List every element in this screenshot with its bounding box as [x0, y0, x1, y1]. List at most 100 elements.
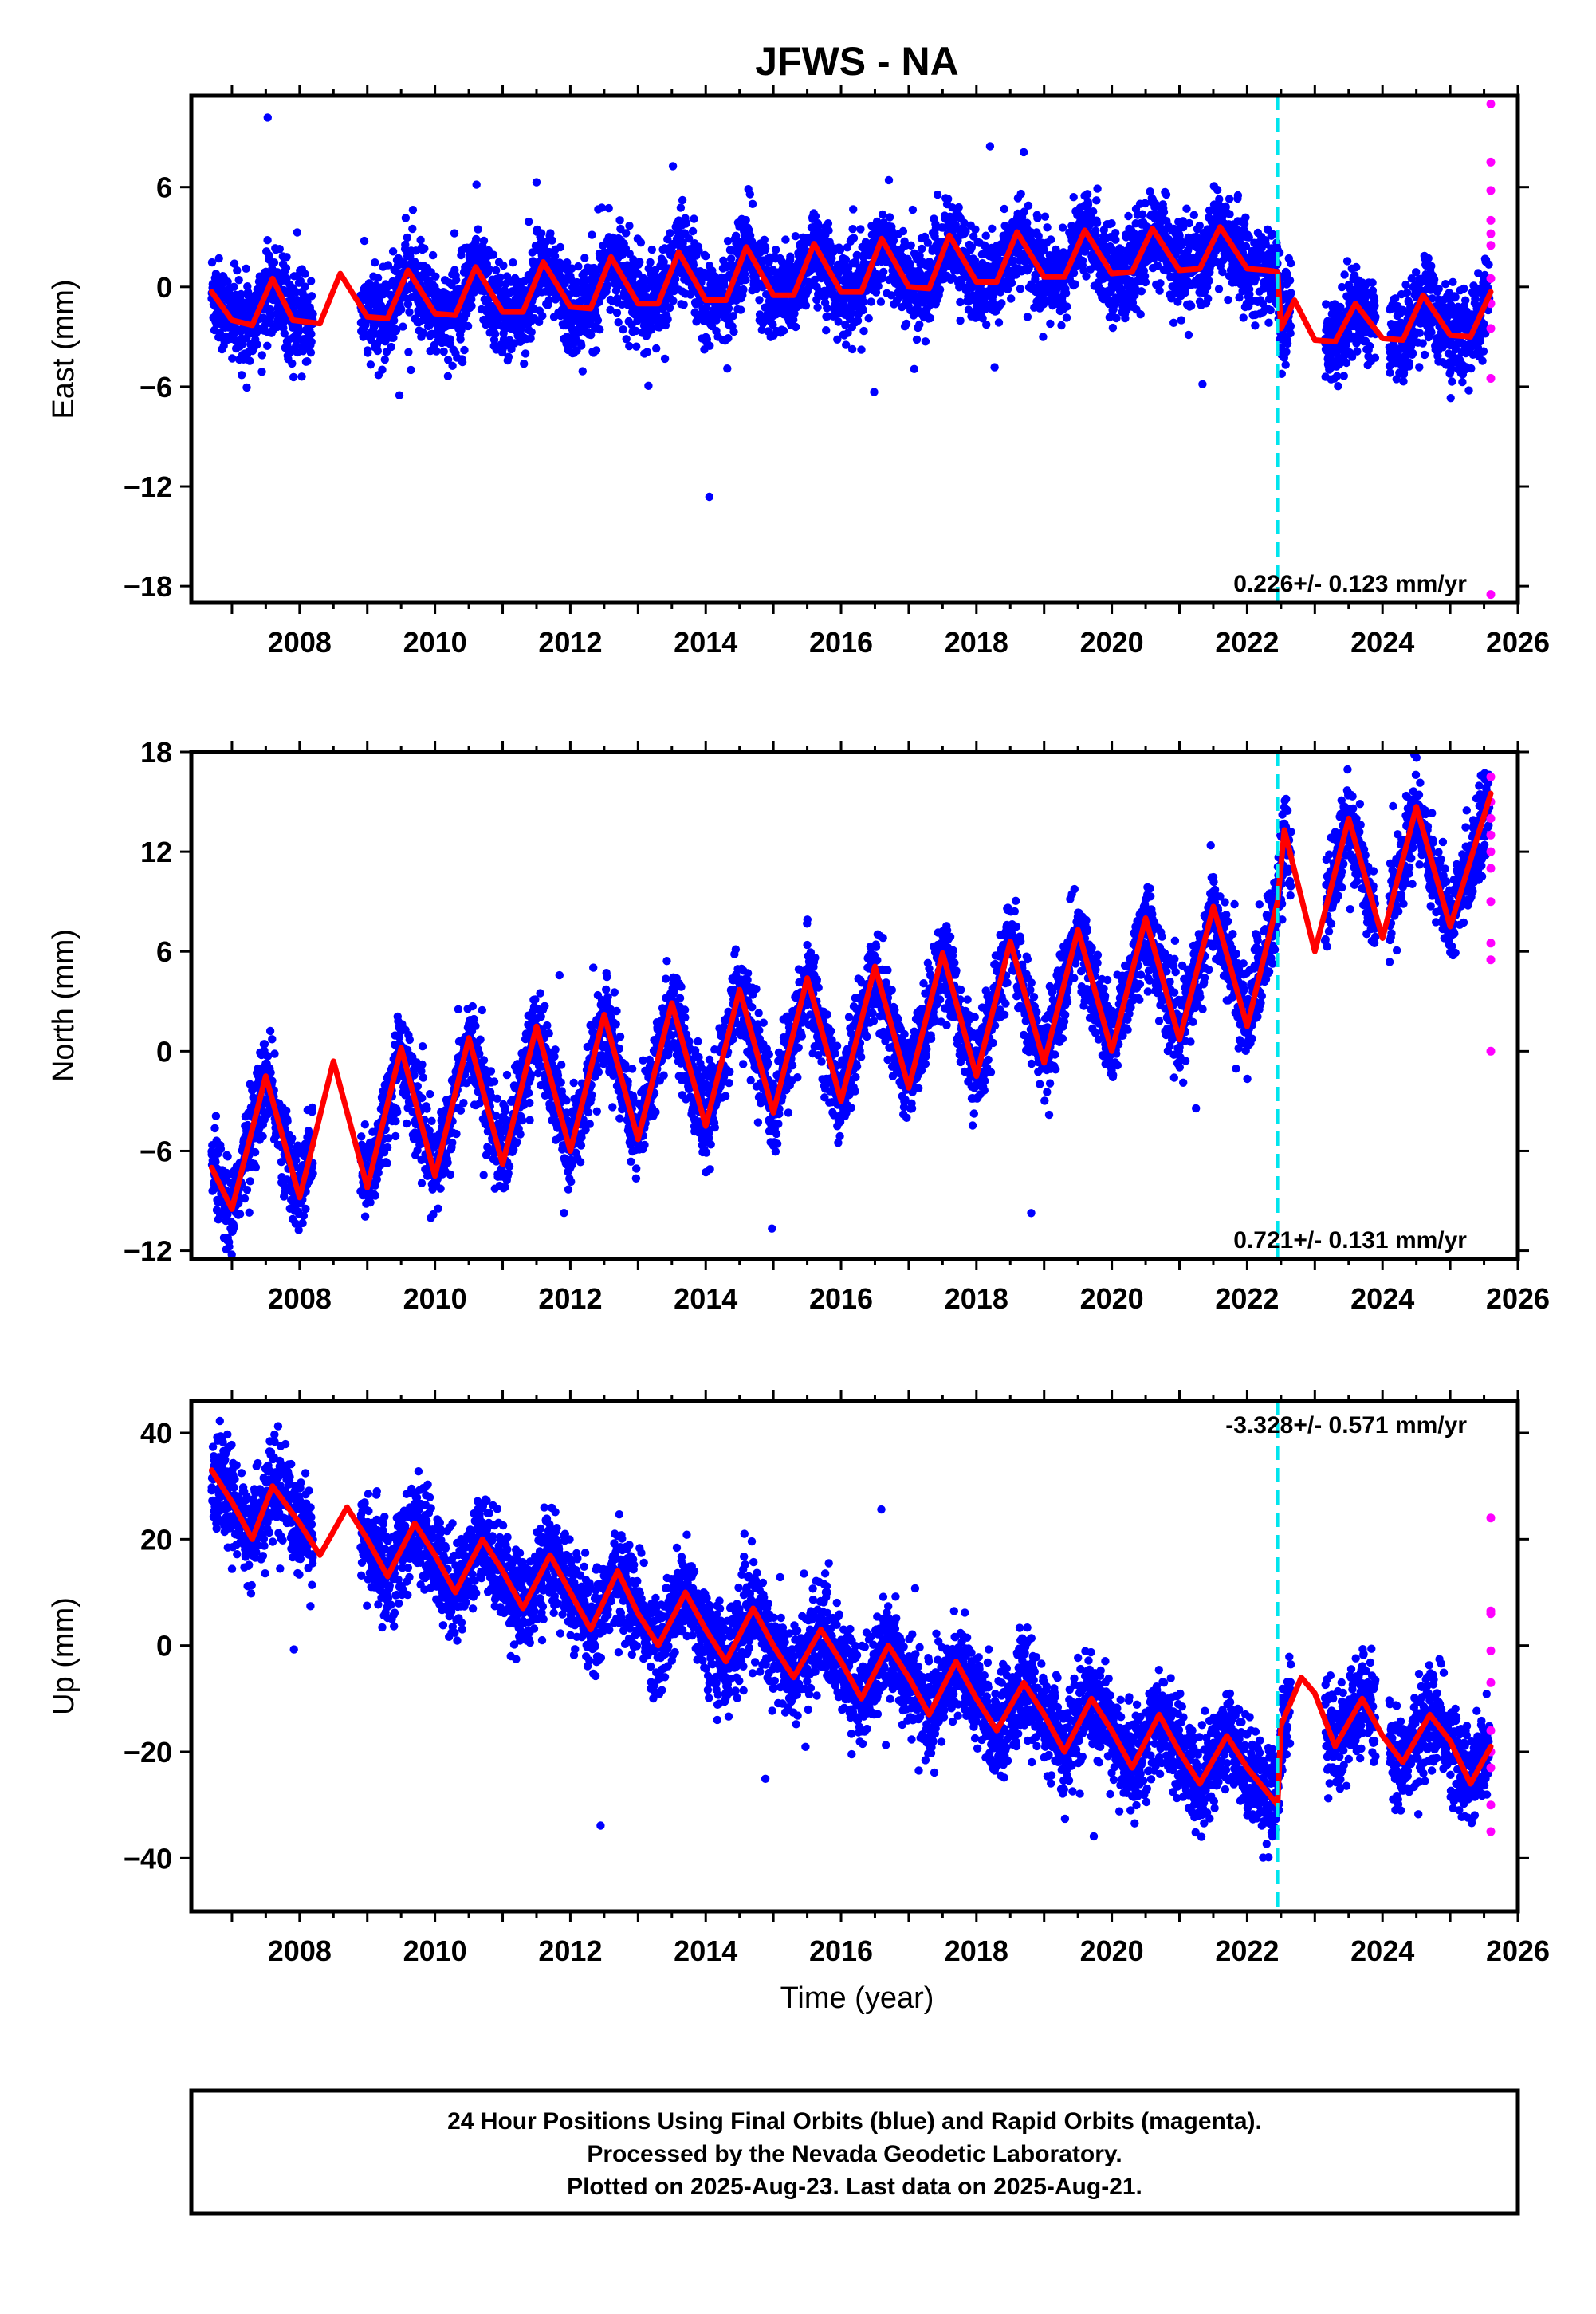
final-point	[301, 270, 309, 278]
final-point	[306, 348, 316, 357]
final-point	[990, 363, 999, 372]
final-point	[388, 247, 398, 256]
final-point	[1083, 200, 1093, 209]
final-point	[981, 231, 990, 240]
final-point	[1281, 360, 1290, 369]
final-point	[592, 346, 601, 355]
final-point	[289, 372, 298, 382]
final-point	[1082, 272, 1091, 281]
final-point	[971, 225, 980, 234]
final-point	[847, 344, 857, 354]
final-point	[535, 317, 544, 326]
final-point	[307, 329, 316, 339]
final-point	[275, 245, 284, 254]
final-point	[732, 231, 741, 240]
final-point	[294, 328, 303, 336]
final-point	[1224, 295, 1232, 305]
final-point	[380, 355, 389, 364]
final-point	[781, 235, 790, 244]
final-point	[678, 195, 687, 205]
final-point	[1092, 218, 1102, 227]
final-point	[458, 357, 467, 367]
final-point	[847, 309, 855, 318]
final-point	[1286, 321, 1295, 331]
final-point	[1287, 258, 1295, 268]
final-point	[404, 348, 413, 356]
final-point	[625, 341, 634, 351]
final-point	[1136, 310, 1145, 319]
final-point	[1155, 286, 1164, 295]
final-point	[878, 210, 887, 219]
final-point	[935, 285, 945, 294]
final-point	[448, 361, 457, 370]
final-point	[1287, 289, 1295, 297]
final-point	[902, 319, 911, 329]
final-point	[1241, 213, 1250, 222]
final-point	[1024, 201, 1033, 210]
final-point	[801, 301, 811, 310]
final-point	[1093, 184, 1102, 193]
final-point	[823, 304, 831, 313]
final-point	[288, 359, 297, 368]
final-point	[1089, 207, 1098, 216]
final-point	[710, 272, 719, 281]
final-point	[1078, 256, 1087, 266]
final-point	[577, 341, 586, 350]
final-point	[544, 296, 553, 305]
final-point	[588, 230, 596, 239]
final-point	[389, 333, 398, 342]
final-point	[263, 341, 272, 350]
final-point	[898, 226, 908, 236]
final-point	[1124, 211, 1133, 221]
final-point	[1177, 316, 1186, 325]
final-point	[478, 246, 487, 255]
final-point	[1071, 280, 1079, 289]
final-point	[729, 312, 737, 321]
final-point	[1040, 212, 1050, 221]
final-point	[237, 289, 246, 299]
final-point	[1016, 189, 1025, 199]
final-point	[1225, 210, 1234, 218]
final-point	[849, 234, 859, 242]
final-point	[665, 303, 674, 313]
final-point	[719, 256, 728, 265]
final-point	[1334, 382, 1342, 391]
final-point	[263, 113, 272, 122]
final-point	[1039, 333, 1048, 341]
final-point	[659, 258, 668, 266]
final-point	[1184, 330, 1193, 340]
final-point	[230, 282, 238, 291]
final-point	[257, 351, 266, 360]
final-point	[849, 205, 858, 214]
final-point	[446, 335, 454, 344]
final-point	[822, 326, 831, 335]
final-point	[956, 297, 965, 307]
final-point	[537, 229, 546, 238]
final-point	[479, 236, 489, 246]
final-point	[509, 258, 517, 267]
final-point	[1195, 221, 1205, 230]
final-point	[706, 341, 714, 350]
final-point	[1007, 278, 1016, 288]
final-point	[403, 233, 411, 242]
final-point	[383, 261, 393, 270]
final-point	[1283, 339, 1292, 348]
final-point	[811, 212, 820, 221]
final-point	[390, 316, 399, 325]
final-point	[741, 275, 750, 285]
final-point	[1340, 270, 1349, 279]
final-point	[281, 264, 291, 273]
final-point	[760, 235, 769, 244]
final-point	[906, 241, 915, 250]
final-point	[663, 315, 672, 324]
final-point	[420, 244, 429, 253]
final-point	[214, 254, 223, 263]
final-point	[454, 285, 464, 293]
final-point	[472, 180, 481, 189]
final-point	[702, 252, 710, 261]
final-point	[452, 276, 461, 285]
final-point	[307, 277, 316, 285]
final-point	[1092, 196, 1101, 205]
final-point	[884, 175, 894, 185]
final-point	[593, 316, 603, 325]
